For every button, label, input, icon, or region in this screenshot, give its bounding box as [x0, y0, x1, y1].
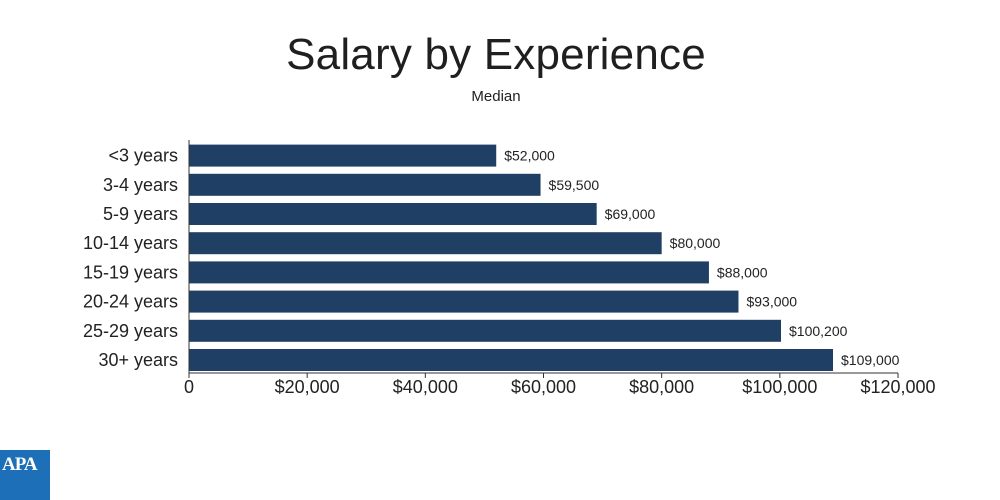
data-label: $80,000: [670, 235, 721, 251]
bar: [189, 203, 597, 225]
bar: [189, 290, 739, 313]
bar: [189, 261, 709, 284]
x-tick-label: $60,000: [511, 377, 576, 397]
chart-subtitle: Median: [471, 88, 521, 105]
data-label: $109,000: [841, 352, 900, 368]
bar: [189, 319, 782, 342]
category-label: 30+ years: [98, 350, 178, 370]
x-tick-label: $40,000: [393, 377, 458, 397]
x-tick-label: $120,000: [860, 377, 935, 397]
x-tick-label: $20,000: [275, 377, 340, 397]
data-label: $100,200: [789, 323, 848, 339]
category-label: 15-19 years: [83, 262, 178, 282]
category-label: <3 years: [108, 146, 178, 166]
x-tick-label: 0: [184, 377, 194, 397]
category-label: 10-14 years: [83, 233, 178, 253]
data-label: $88,000: [717, 264, 768, 280]
category-label: 20-24 years: [83, 292, 178, 312]
x-tick-label: $80,000: [629, 377, 694, 397]
data-label: $93,000: [746, 294, 797, 310]
category-label: 25-29 years: [83, 321, 178, 341]
data-label: $59,500: [549, 177, 600, 193]
category-label: 5-9 years: [103, 204, 178, 224]
bar: [189, 173, 541, 196]
x-tick-label: $100,000: [742, 377, 817, 397]
bar: [189, 349, 834, 371]
chart-title: Salary by Experience: [286, 30, 706, 79]
apa-logo: APA: [0, 450, 50, 500]
data-label: $69,000: [605, 206, 656, 222]
bar: [189, 232, 662, 255]
data-label: $52,000: [504, 148, 555, 164]
bar: [189, 144, 497, 167]
category-label: 3-4 years: [103, 175, 178, 195]
apa-logo-text: APA: [2, 454, 38, 475]
